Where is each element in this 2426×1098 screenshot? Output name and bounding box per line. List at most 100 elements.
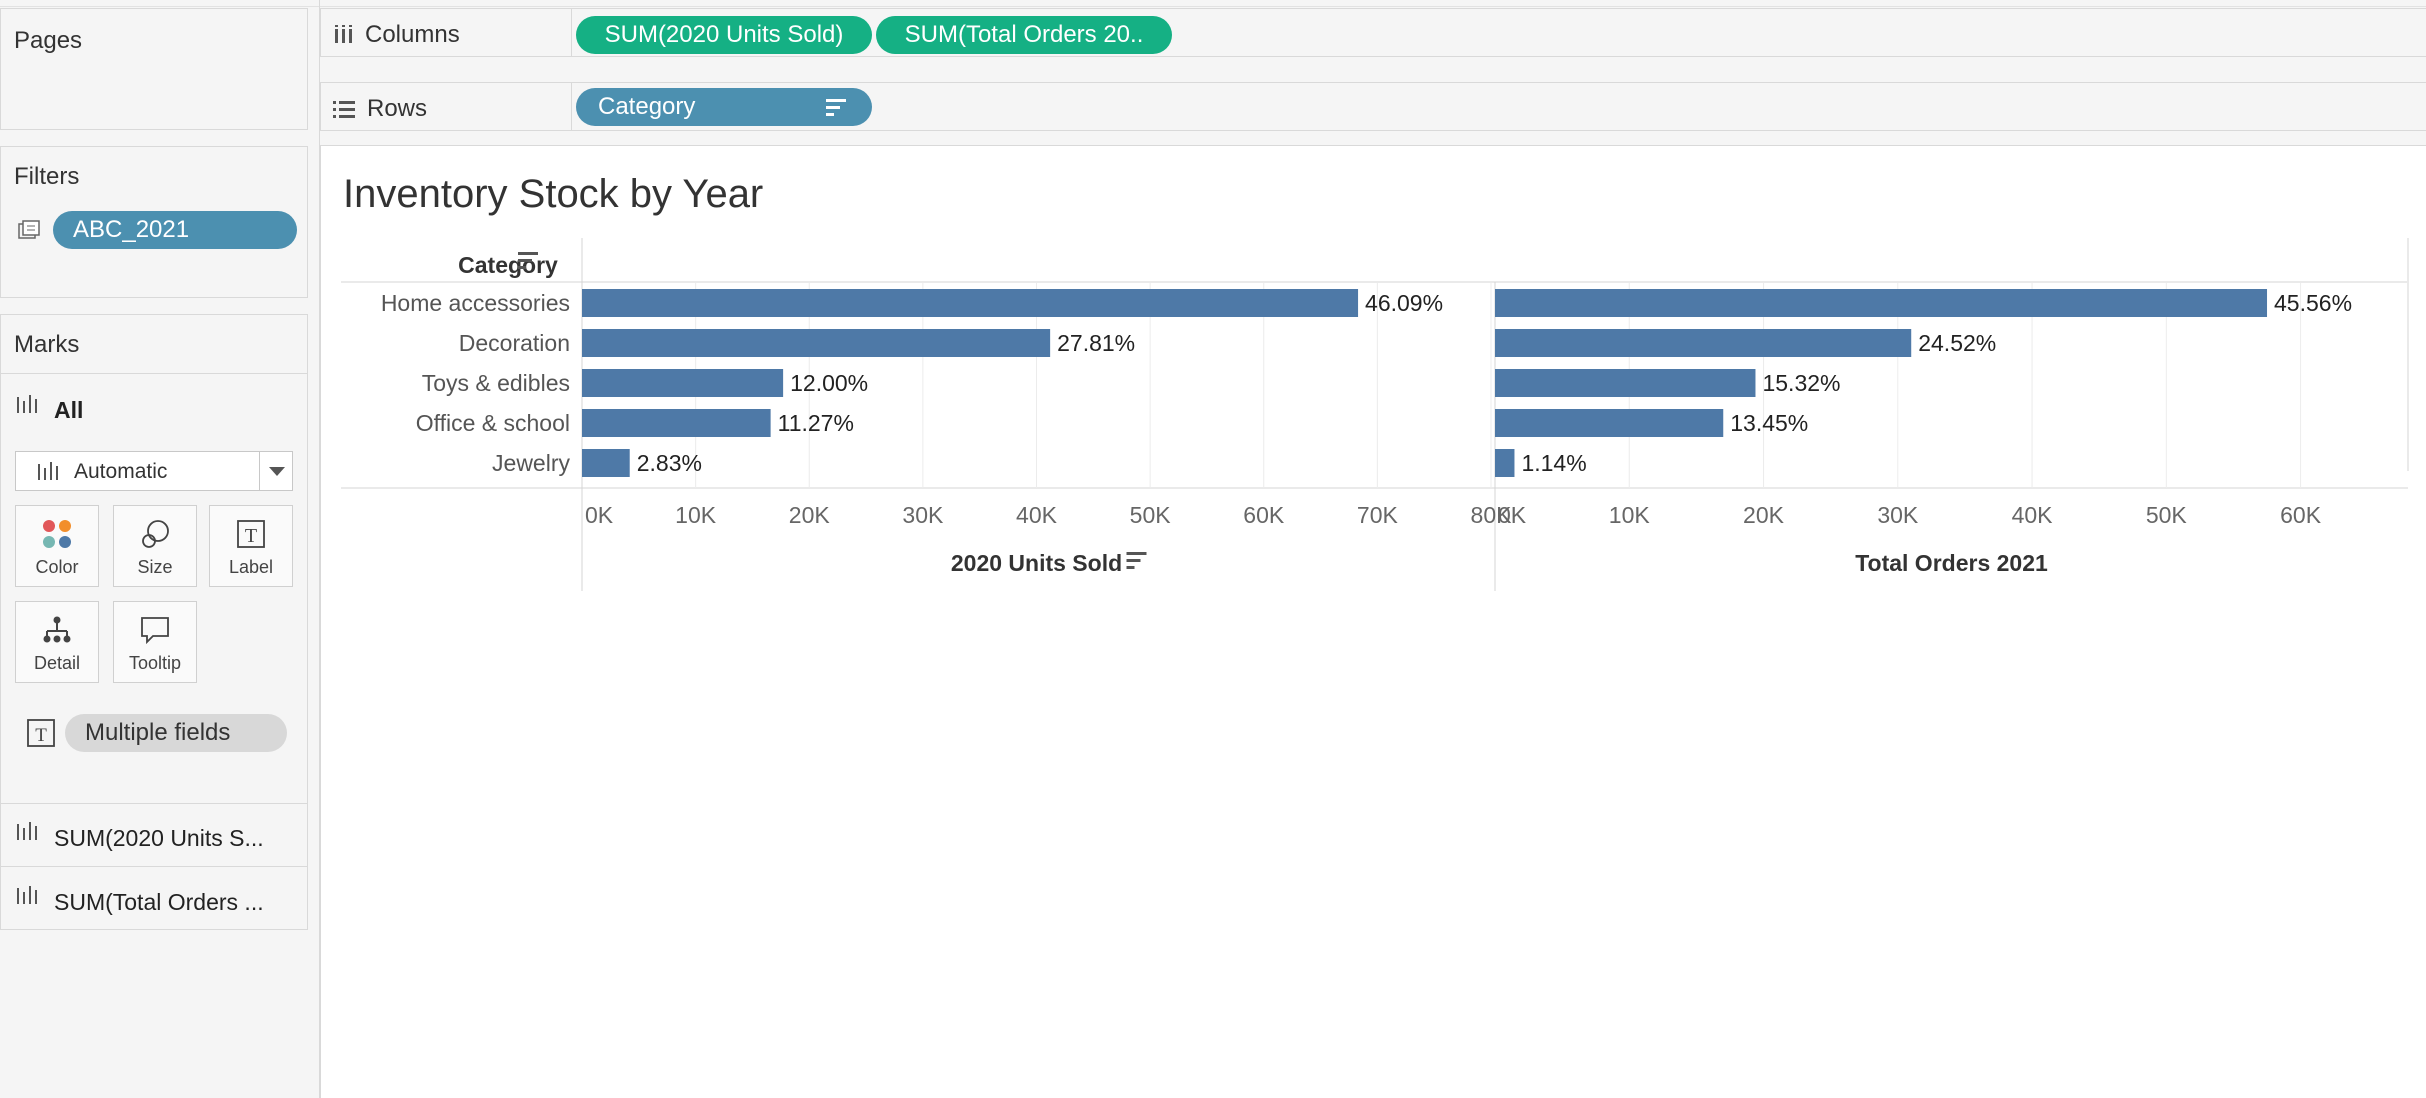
tick-label: 0K xyxy=(585,502,614,528)
tick-label: 60K xyxy=(2280,502,2322,528)
marks-card: Marks All Automatic Color Size xyxy=(0,314,308,930)
data-label: 12.00% xyxy=(790,370,868,396)
bar xyxy=(1495,329,1912,357)
tooltip-button[interactable]: Tooltip xyxy=(113,601,197,683)
category-label: Toys & edibles xyxy=(422,370,570,396)
sort-icon xyxy=(1126,566,1135,569)
bar xyxy=(582,449,630,477)
data-label: 13.45% xyxy=(1730,410,1808,436)
columns-label: Columns xyxy=(365,21,460,48)
svg-text:T: T xyxy=(245,525,257,547)
tick-label: 40K xyxy=(2012,502,2054,528)
tooltip-icon xyxy=(141,617,169,645)
label-field-text: Multiple fields xyxy=(85,719,231,746)
marks-divider xyxy=(1,373,307,374)
sort-icon xyxy=(518,259,532,262)
detail-button[interactable]: Detail xyxy=(15,601,99,683)
filter-field-icon xyxy=(18,220,40,239)
columns-shelf-label-wrap: Columns xyxy=(333,21,460,49)
rows-shelf-label-wrap: Rows xyxy=(333,95,427,123)
bar xyxy=(582,289,1359,317)
tick-label: 10K xyxy=(1609,502,1651,528)
data-label: 15.32% xyxy=(1762,370,1840,396)
svg-text:T: T xyxy=(35,725,47,746)
bar xyxy=(1495,449,1515,477)
bar xyxy=(582,329,1051,357)
category-label: Decoration xyxy=(459,330,570,356)
sort-icon xyxy=(1126,552,1147,555)
size-icon xyxy=(142,520,169,548)
pages-title: Pages xyxy=(14,27,83,54)
tick-label: 60K xyxy=(1243,502,1285,528)
sort-icon xyxy=(518,266,526,269)
data-label: 45.56% xyxy=(2274,290,2352,316)
columns-pill-2020-units-sold[interactable]: SUM(2020 Units Sold) xyxy=(576,16,872,54)
data-label: 24.52% xyxy=(1918,330,1996,356)
detail-button-label: Detail xyxy=(33,653,81,673)
data-label: 46.09% xyxy=(1365,290,1443,316)
tick-label: 50K xyxy=(2146,502,2188,528)
shelf-divider xyxy=(571,83,572,130)
marks-measures-divider-2 xyxy=(1,866,307,867)
tick-label: 20K xyxy=(789,502,831,528)
row-header-category: Category xyxy=(458,252,558,278)
bar xyxy=(1495,289,2268,317)
mark-type-dropdown[interactable]: Automatic xyxy=(15,451,293,491)
axis-title: 2020 Units Sold xyxy=(951,550,1122,576)
filter-pill-abc-2021[interactable]: ABC_2021 xyxy=(53,211,297,249)
tick-label: 50K xyxy=(1130,502,1172,528)
marks-measure-total-orders[interactable]: SUM(Total Orders ... xyxy=(54,889,264,915)
data-label: 2.83% xyxy=(637,450,702,476)
sort-icon xyxy=(1126,559,1141,562)
color-button-label: Color xyxy=(35,557,79,577)
columns-icon xyxy=(335,25,352,43)
label-button-label: Label xyxy=(228,557,274,577)
bar-chart-icon xyxy=(17,395,37,413)
chevron-down-icon xyxy=(269,467,285,476)
rows-pill-label: Category xyxy=(598,93,696,120)
mark-type-value: Automatic xyxy=(74,460,168,483)
tick-label: 30K xyxy=(1877,502,1919,528)
filters-card: Filters ABC_2021 xyxy=(0,146,308,298)
tick-label: 10K xyxy=(675,502,717,528)
tick-label: 0K xyxy=(1498,502,1527,528)
rows-pill-category[interactable]: Category xyxy=(576,88,872,126)
pages-card: Pages xyxy=(0,8,308,130)
tick-label: 40K xyxy=(1016,502,1058,528)
category-label: Office & school xyxy=(416,410,570,436)
bar-chart: Category Home accessories Decoration Toys &… xyxy=(341,238,2409,591)
tick-label: 30K xyxy=(902,502,944,528)
top-strip xyxy=(0,0,2426,7)
filter-pill-label: ABC_2021 xyxy=(73,216,190,243)
color-icon xyxy=(43,520,71,548)
category-label: Jewelry xyxy=(492,450,570,476)
data-label: 11.27% xyxy=(778,410,854,436)
columns-shelf: Columns SUM(2020 Units Sold) SUM(Total O… xyxy=(320,8,2426,57)
marks-measures-divider xyxy=(1,803,307,804)
size-button-label: Size xyxy=(137,557,173,577)
bar xyxy=(582,409,771,437)
bar xyxy=(582,369,784,397)
color-button[interactable]: Color xyxy=(15,505,99,587)
bar-chart-icon xyxy=(17,822,37,840)
marks-title: Marks xyxy=(14,331,80,358)
panel-separator xyxy=(319,0,320,1098)
axis-title: Total Orders 2021 xyxy=(1855,550,2048,576)
rows-icon xyxy=(333,101,355,118)
data-label: 27.81% xyxy=(1057,330,1135,356)
label-field-pill[interactable]: Multiple fields xyxy=(65,714,287,752)
columns-pill-total-orders[interactable]: SUM(Total Orders 20.. xyxy=(876,16,1172,54)
marks-measure-2020[interactable]: SUM(2020 Units S... xyxy=(54,825,264,851)
sheet-title: Inventory Stock by Year xyxy=(343,172,764,216)
text-label-icon: T xyxy=(237,520,265,548)
size-button[interactable]: Size xyxy=(113,505,197,587)
tick-label: 80K xyxy=(1471,502,1513,528)
detail-icon xyxy=(43,616,71,643)
category-label: Home accessories xyxy=(381,290,570,316)
marks-all-label[interactable]: All xyxy=(54,397,84,423)
dropdown-divider xyxy=(259,452,260,490)
tick-label: 70K xyxy=(1357,502,1399,528)
label-button[interactable]: T Label xyxy=(209,505,293,587)
worksheet-view: Inventory Stock by Year Category Home acc… xyxy=(320,145,2426,1098)
tick-label: 20K xyxy=(1743,502,1785,528)
